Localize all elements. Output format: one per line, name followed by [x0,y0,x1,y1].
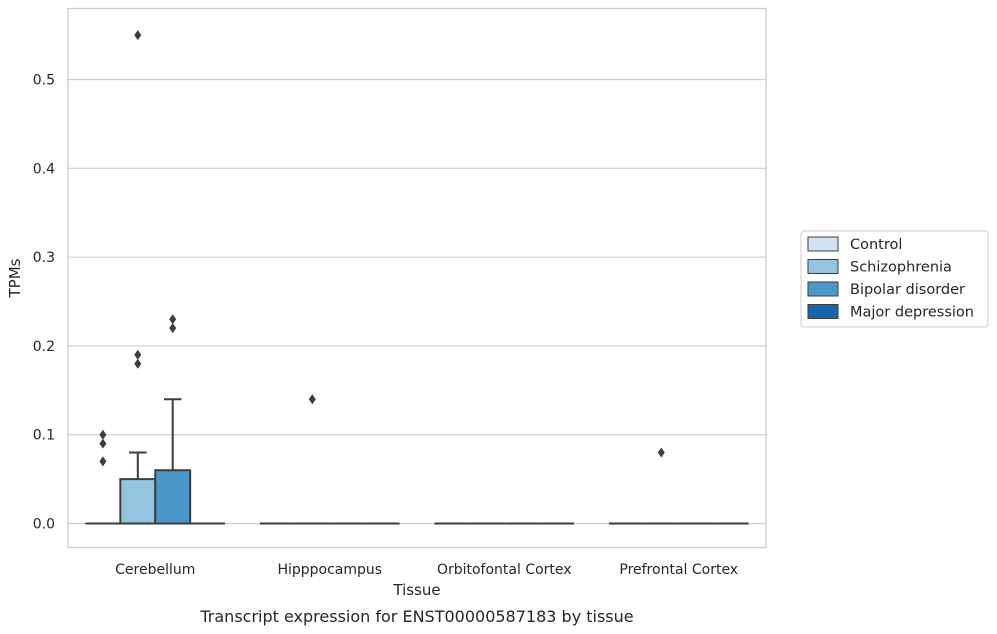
outlier-point [99,456,107,467]
y-tick-label: 0.3 [33,250,55,266]
outlier-point [657,447,665,458]
box-schizophrenia [294,394,330,525]
y-tick-label: 0.1 [33,428,55,444]
y-tick-label: 0.4 [33,161,55,177]
x-tick-label: Prefrontal Cortex [619,562,738,578]
outlier-point [169,314,177,325]
y-tick-label: 0.5 [33,73,55,89]
legend-item: Schizophrenia [807,259,952,276]
outlier-point [134,358,142,369]
legend-item: Major depression [807,304,974,321]
legend-swatch [807,236,839,252]
legend-item: Bipolar disorder [807,281,965,298]
x-tick-label: Orbitofontal Cortex [437,562,572,578]
legend-frame [800,230,989,328]
legend-label: Bipolar disorder [850,282,965,298]
outlier-point [308,394,316,405]
x-axis-title: Tissue [392,581,440,599]
x-tick-label: Hipppocampus [277,562,382,578]
legend-label: Schizophrenia [850,260,952,276]
box-body [119,478,157,525]
legend-label: Major depression [850,305,974,321]
x-axis-ticks: Cerebellum Hipppocampus Orbitofontal Corte… [115,562,738,578]
legend-swatch [807,304,839,319]
y-tick-label: 0.2 [33,339,55,355]
outlier-point [99,429,107,440]
legend-label: Control [850,237,902,253]
legend-swatch [807,259,839,274]
box-control [85,429,121,525]
boxes [85,30,749,525]
box-schizophrenia [119,30,157,525]
box-body [154,469,192,525]
box-bipolar-disorder [154,314,192,525]
outlier-point [169,323,177,334]
outlier-point [134,349,142,360]
y-axis-title: TPMs [6,258,24,298]
legend-swatch [807,281,839,297]
y-axis-ticks: 0.0 0.1 0.2 0.3 0.4 0.5 [33,73,55,533]
outlier-point [134,30,142,41]
legend-items: Control Schizophrenia Bipolar disorder Majo… [807,236,974,321]
plot-area-frame [67,7,767,549]
legend: Control Schizophrenia Bipolar disorder Majo… [800,230,989,328]
x-tick-label: Cerebellum [115,562,195,578]
chart-caption: Transcript expression for ENST0000058718… [199,607,633,626]
legend-item: Control [807,236,902,253]
outlier-point [99,438,107,449]
box-schizophrenia [643,447,679,525]
y-tick-label: 0.0 [33,517,55,533]
